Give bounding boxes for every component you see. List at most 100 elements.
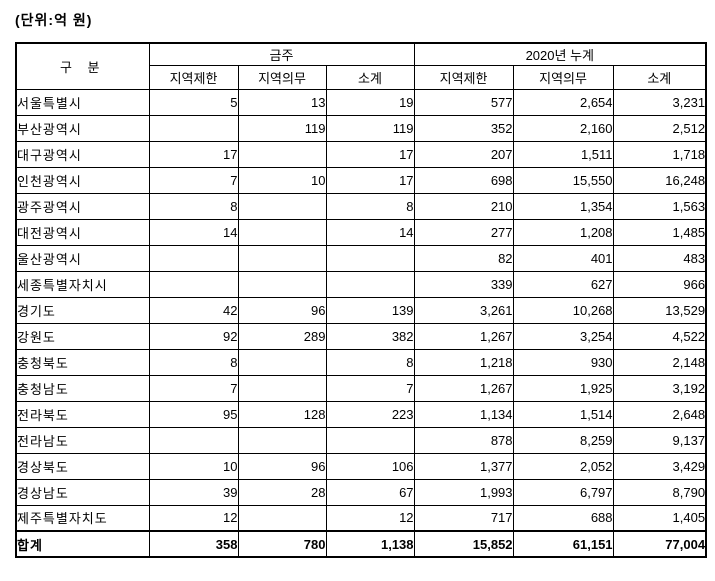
table-row: 세종특별자치시 339 627 966 xyxy=(15,270,707,298)
value-cell: 17 xyxy=(325,140,415,168)
table-row: 인천광역시 7 10 17 698 15,550 16,248 xyxy=(15,166,707,194)
value-cell: 119 xyxy=(237,114,327,142)
col-group-this-week: 금주 xyxy=(148,42,415,66)
col-header-cum-region-limit: 지역제한 xyxy=(413,64,514,90)
value-cell: 717 xyxy=(413,504,514,532)
table-row: 광주광역시 8 8 210 1,354 1,563 xyxy=(15,192,707,220)
value-cell: 9,137 xyxy=(612,426,707,454)
value-cell: 878 xyxy=(413,426,514,454)
value-cell: 382 xyxy=(325,322,415,350)
value-cell: 119 xyxy=(325,114,415,142)
row-label: 전라북도 xyxy=(15,400,150,428)
row-label: 강원도 xyxy=(15,322,150,350)
value-cell: 627 xyxy=(512,270,614,298)
value-cell xyxy=(237,504,327,532)
value-cell: 3,261 xyxy=(413,296,514,324)
header-group-row: 구 분 금주 2020년 누계 xyxy=(15,42,707,90)
value-cell xyxy=(237,374,327,402)
value-cell: 1,718 xyxy=(612,140,707,168)
table-row: 충청북도 8 8 1,218 930 2,148 xyxy=(15,348,707,376)
total-row: 합계 358 780 1,138 15,852 61,151 77,004 xyxy=(15,530,707,558)
value-cell: 2,052 xyxy=(512,452,614,480)
row-label: 충청북도 xyxy=(15,348,150,376)
row-label: 서울특별시 xyxy=(15,88,150,116)
value-cell: 401 xyxy=(512,244,614,272)
value-cell xyxy=(237,426,327,454)
value-cell: 10 xyxy=(148,452,239,480)
value-cell: 39 xyxy=(148,478,239,506)
value-cell: 1,511 xyxy=(512,140,614,168)
value-cell: 13,529 xyxy=(612,296,707,324)
value-cell: 1,267 xyxy=(413,374,514,402)
value-cell xyxy=(237,218,327,246)
row-label: 울산광역시 xyxy=(15,244,150,272)
value-cell: 106 xyxy=(325,452,415,480)
value-cell xyxy=(148,244,239,272)
value-cell: 10,268 xyxy=(512,296,614,324)
table-row: 대전광역시 14 14 277 1,208 1,485 xyxy=(15,218,707,246)
col-header-week-region-limit: 지역제한 xyxy=(148,64,239,90)
value-cell: 2,654 xyxy=(512,88,614,116)
value-cell xyxy=(237,244,327,272)
table-row: 울산광역시 82 401 483 xyxy=(15,244,707,272)
value-cell xyxy=(325,426,415,454)
value-cell xyxy=(148,270,239,298)
value-cell: 17 xyxy=(325,166,415,194)
table-row: 전라남도 878 8,259 9,137 xyxy=(15,426,707,454)
value-cell: 688 xyxy=(512,504,614,532)
value-cell: 8 xyxy=(148,192,239,220)
table-row: 경상북도 10 96 106 1,377 2,052 3,429 xyxy=(15,452,707,480)
total-row-label: 합계 xyxy=(15,530,150,558)
value-cell: 2,148 xyxy=(612,348,707,376)
header-sub-row: 지역제한 지역의무 소계 지역제한 지역의무 소계 xyxy=(16,64,707,90)
table-row: 충청남도 7 7 1,267 1,925 3,192 xyxy=(15,374,707,402)
value-cell: 17 xyxy=(148,140,239,168)
row-label: 부산광역시 xyxy=(15,114,150,142)
value-cell: 8,259 xyxy=(512,426,614,454)
value-cell: 96 xyxy=(237,296,327,324)
row-label: 전라남도 xyxy=(15,426,150,454)
value-cell: 7 xyxy=(148,374,239,402)
value-cell: 1,993 xyxy=(413,478,514,506)
value-cell: 577 xyxy=(413,88,514,116)
value-cell: 4,522 xyxy=(612,322,707,350)
value-cell: 1,208 xyxy=(512,218,614,246)
value-cell: 61,151 xyxy=(512,530,614,558)
table-row: 서울특별시 5 13 19 577 2,654 3,231 xyxy=(15,88,707,116)
value-cell: 12 xyxy=(148,504,239,532)
col-header-cum-region-duty: 지역의무 xyxy=(512,64,614,90)
regional-stats-table: 구 분 금주 2020년 누계 지역제한 지역의무 소계 지역제한 지역의무 소… xyxy=(15,42,708,558)
value-cell: 483 xyxy=(612,244,707,272)
value-cell: 7 xyxy=(148,166,239,194)
row-label: 대전광역시 xyxy=(15,218,150,246)
value-cell xyxy=(237,192,327,220)
row-label: 제주특별자치도 xyxy=(15,504,150,532)
value-cell: 1,354 xyxy=(512,192,614,220)
value-cell: 210 xyxy=(413,192,514,220)
value-cell: 2,648 xyxy=(612,400,707,428)
value-cell: 77,004 xyxy=(612,530,707,558)
value-cell: 96 xyxy=(237,452,327,480)
value-cell: 3,192 xyxy=(612,374,707,402)
value-cell: 358 xyxy=(148,530,239,558)
value-cell: 2,160 xyxy=(512,114,614,142)
value-cell: 1,925 xyxy=(512,374,614,402)
value-cell: 1,405 xyxy=(612,504,707,532)
value-cell xyxy=(237,270,327,298)
table-row: 제주특별자치도 12 12 717 688 1,405 xyxy=(15,504,707,532)
value-cell: 12 xyxy=(325,504,415,532)
col-header-cum-subtotal: 소계 xyxy=(612,64,707,90)
value-cell: 3,254 xyxy=(512,322,614,350)
table-row: 전라북도 95 128 223 1,134 1,514 2,648 xyxy=(15,400,707,428)
table-row: 부산광역시 119 119 352 2,160 2,512 xyxy=(15,114,707,142)
value-cell: 14 xyxy=(325,218,415,246)
value-cell xyxy=(237,348,327,376)
value-cell: 8 xyxy=(148,348,239,376)
value-cell: 277 xyxy=(413,218,514,246)
table-header: 구 분 금주 2020년 누계 지역제한 지역의무 소계 지역제한 지역의무 소… xyxy=(15,42,707,90)
value-cell: 16,248 xyxy=(612,166,707,194)
table-row: 경기도 42 96 139 3,261 10,268 13,529 xyxy=(15,296,707,324)
value-cell: 5 xyxy=(148,88,239,116)
table-row: 경상남도 39 28 67 1,993 6,797 8,790 xyxy=(15,478,707,506)
